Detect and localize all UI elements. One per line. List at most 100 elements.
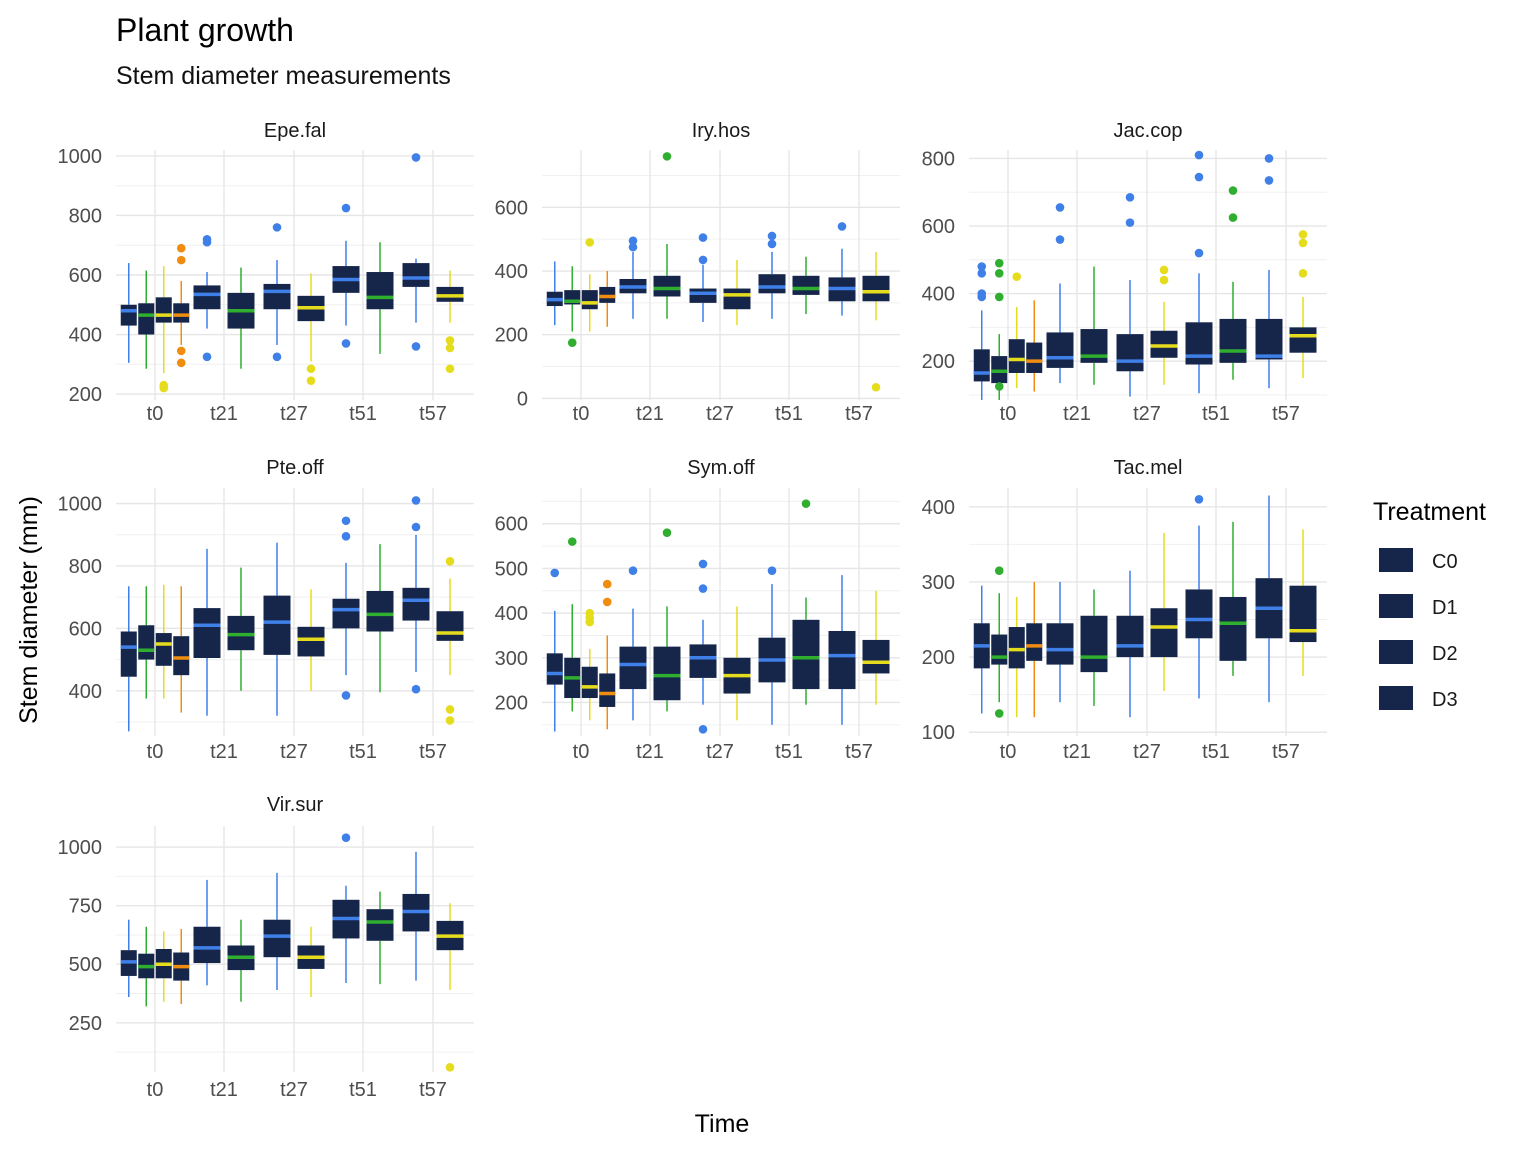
box-d2 — [297, 273, 325, 385]
y-tick-label: 100 — [922, 722, 955, 744]
box — [689, 644, 717, 678]
box-c0 — [193, 879, 221, 986]
x-tick-label: t51 — [1202, 403, 1230, 425]
outlier-point — [176, 358, 186, 368]
x-tick-label: t57 — [419, 741, 447, 763]
box — [1008, 627, 1025, 669]
box-c0 — [332, 203, 360, 348]
box — [120, 631, 137, 677]
x-tick-label: t27 — [280, 1079, 308, 1101]
box — [173, 636, 190, 676]
box-d2 — [155, 584, 172, 699]
box-d1 — [366, 242, 394, 354]
box — [689, 288, 717, 303]
facet-label: Vir.sur — [267, 794, 324, 816]
outlier-point — [837, 222, 847, 231]
box-c0 — [546, 568, 563, 732]
y-tick-label: 600 — [495, 514, 528, 536]
facet-panels: 200 400 600 800 1000 t0 t21 t27 t51 t57 Epe.fal 0 20… — [58, 120, 1327, 1101]
outlier-point — [445, 336, 455, 345]
box — [973, 349, 990, 382]
y-axis-title: Stem diameter (mm) — [15, 496, 43, 724]
outlier-point — [994, 566, 1004, 575]
legend-key — [1379, 548, 1413, 572]
box — [653, 275, 681, 297]
box — [599, 673, 616, 707]
outlier-point — [1194, 172, 1204, 182]
outlier-point — [1228, 213, 1238, 222]
y-tick-label: 400 — [495, 603, 528, 625]
box-c0 — [1255, 495, 1283, 703]
legend-key — [1379, 686, 1413, 710]
box-d2 — [862, 251, 890, 392]
outlier-point — [977, 289, 987, 298]
box — [155, 297, 172, 323]
box-d1 — [792, 256, 820, 315]
x-tick-label: t51 — [349, 403, 377, 425]
outlier-point — [1264, 154, 1274, 163]
box — [1185, 589, 1213, 639]
box — [723, 288, 751, 310]
outlier-point — [977, 269, 987, 278]
outlier-point — [272, 223, 282, 232]
outlier-point — [628, 242, 638, 252]
x-tick-label: t51 — [1202, 741, 1230, 763]
box-c0 — [332, 833, 360, 983]
y-tick-label: 600 — [69, 618, 102, 640]
y-tick-label: 800 — [69, 205, 102, 227]
outlier-point — [445, 343, 455, 353]
box — [1150, 608, 1178, 658]
box-d2 — [1150, 265, 1178, 385]
outlier-point — [698, 559, 708, 569]
y-tick-label: 500 — [495, 558, 528, 580]
box — [1046, 623, 1074, 665]
box — [155, 633, 172, 666]
legend-item-d1: D1 — [1379, 594, 1458, 619]
x-tick-label: t57 — [1272, 403, 1300, 425]
box-d2 — [297, 926, 325, 998]
outlier-point — [411, 496, 421, 505]
box-d3 — [173, 586, 190, 713]
box-c0 — [619, 566, 647, 721]
x-tick-label: t0 — [147, 741, 164, 763]
x-tick-label: t0 — [147, 403, 164, 425]
x-tick-label: t0 — [147, 1079, 164, 1101]
x-tick-label: t0 — [573, 403, 590, 425]
box-c0 — [828, 222, 856, 316]
box-c0 — [828, 575, 856, 725]
outlier-point — [994, 292, 1004, 302]
x-tick-label: t0 — [573, 741, 590, 763]
facet-panel: 400 600 800 1000 t0 t21 t27 t51 t57 Pte.off — [58, 457, 474, 763]
box-d1 — [991, 566, 1008, 718]
box — [193, 926, 221, 964]
outlier-point — [159, 380, 169, 390]
facet-label: Sym.off — [687, 457, 755, 479]
box — [263, 595, 291, 655]
box-d2 — [1008, 596, 1025, 718]
box-d1 — [792, 499, 820, 705]
box-d3 — [173, 929, 190, 1005]
legend-label: C0 — [1432, 551, 1458, 573]
box — [653, 646, 681, 701]
box-c0 — [546, 261, 563, 326]
box-d1 — [653, 528, 681, 712]
box-d2 — [436, 557, 464, 725]
box-d3 — [1026, 300, 1043, 392]
box-d2 — [155, 931, 172, 1002]
box — [862, 275, 890, 302]
outlier-point — [767, 231, 777, 241]
box — [436, 611, 464, 641]
box-d3 — [1026, 581, 1043, 718]
box-d1 — [366, 891, 394, 985]
outlier-point — [871, 382, 881, 392]
x-tick-label: t21 — [1063, 741, 1091, 763]
legend-key — [1379, 640, 1413, 664]
box-c0 — [1185, 150, 1213, 394]
outlier-point — [698, 233, 708, 242]
box — [193, 285, 221, 310]
y-tick-label: 400 — [69, 681, 102, 703]
box — [193, 608, 221, 659]
box-c0 — [402, 851, 430, 981]
facet-panel: 200 400 600 800 t0 t21 t27 t51 t57 Jac.cop — [922, 120, 1327, 425]
